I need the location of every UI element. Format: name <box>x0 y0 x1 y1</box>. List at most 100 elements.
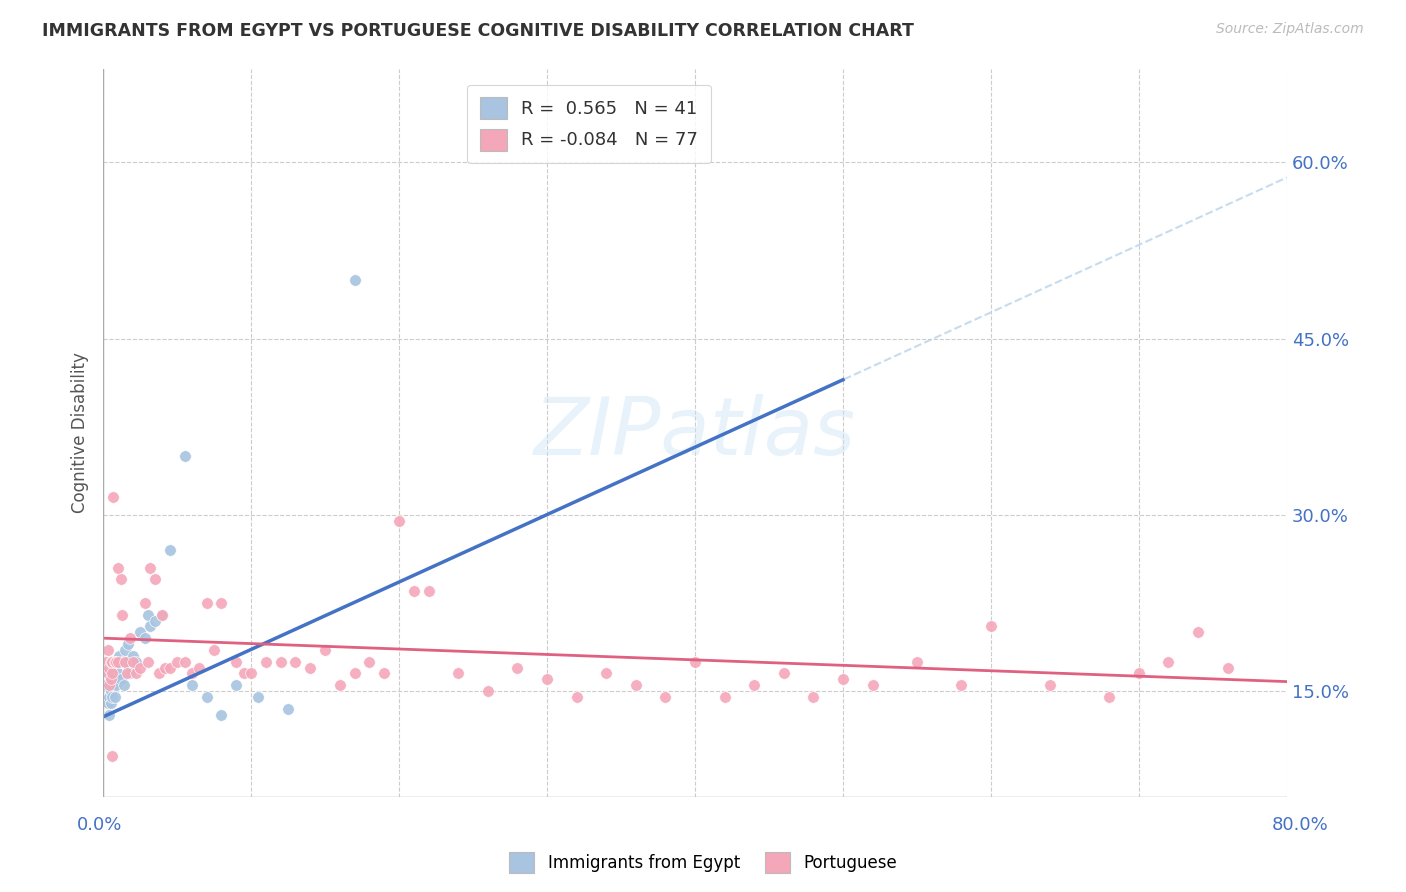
Point <box>103 660 125 674</box>
Point <box>101 666 124 681</box>
Point <box>139 619 162 633</box>
Point <box>299 660 322 674</box>
Point <box>104 673 127 687</box>
Point <box>713 690 735 704</box>
Point <box>832 673 855 687</box>
Point <box>97 696 120 710</box>
Point <box>112 678 135 692</box>
Point <box>129 660 152 674</box>
Point <box>143 614 166 628</box>
Point <box>129 625 152 640</box>
Point <box>114 655 136 669</box>
Point <box>97 666 120 681</box>
Point <box>1039 678 1062 692</box>
Point <box>100 684 122 698</box>
Point <box>980 619 1002 633</box>
Point <box>314 643 336 657</box>
Point <box>105 655 128 669</box>
Point <box>108 648 131 663</box>
Point <box>103 490 125 504</box>
Point <box>232 666 254 681</box>
Point <box>100 673 122 687</box>
Point <box>148 666 170 681</box>
Point <box>188 660 211 674</box>
Point <box>277 701 299 715</box>
Point <box>1157 655 1180 669</box>
Point <box>1128 666 1150 681</box>
Point <box>107 560 129 574</box>
Point <box>100 673 122 687</box>
Point <box>150 607 173 622</box>
Text: IMMIGRANTS FROM EGYPT VS PORTUGUESE COGNITIVE DISABILITY CORRELATION CHART: IMMIGRANTS FROM EGYPT VS PORTUGUESE COGN… <box>42 22 914 40</box>
Point <box>98 690 121 704</box>
Point <box>94 678 117 692</box>
Point <box>150 607 173 622</box>
Point <box>801 690 824 704</box>
Point <box>225 655 247 669</box>
Point <box>195 596 218 610</box>
Point <box>115 655 138 669</box>
Point <box>125 666 148 681</box>
Text: 80.0%: 80.0% <box>1272 816 1329 834</box>
Point <box>155 660 177 674</box>
Point <box>270 655 292 669</box>
Point <box>862 678 884 692</box>
Point <box>284 655 307 669</box>
Point <box>118 631 141 645</box>
Point <box>101 748 124 763</box>
Text: 0.0%: 0.0% <box>77 816 122 834</box>
Point <box>254 655 277 669</box>
Point <box>117 637 139 651</box>
Point <box>772 666 794 681</box>
Point <box>905 655 928 669</box>
Point <box>115 666 138 681</box>
Point <box>159 660 181 674</box>
Point <box>107 666 129 681</box>
Point <box>97 643 120 657</box>
Point <box>139 560 162 574</box>
Point <box>536 673 558 687</box>
Point <box>100 655 122 669</box>
Point <box>225 678 247 692</box>
Point <box>101 666 124 681</box>
Point <box>240 666 263 681</box>
Point <box>111 655 134 669</box>
Point <box>103 678 125 692</box>
Point <box>101 690 124 704</box>
Point <box>180 678 202 692</box>
Point <box>105 678 128 692</box>
Point <box>107 655 129 669</box>
Point <box>211 596 233 610</box>
Point <box>166 655 188 669</box>
Point <box>159 543 181 558</box>
Point <box>595 666 617 681</box>
Point <box>388 514 411 528</box>
Point <box>418 584 440 599</box>
Point <box>134 631 156 645</box>
Point <box>683 655 706 669</box>
Point <box>654 690 676 704</box>
Point <box>343 666 366 681</box>
Text: ZIPatlas: ZIPatlas <box>534 393 856 472</box>
Point <box>950 678 973 692</box>
Point <box>1216 660 1239 674</box>
Point <box>125 655 148 669</box>
Point <box>343 273 366 287</box>
Point <box>98 678 121 692</box>
Point <box>114 643 136 657</box>
Point <box>101 655 124 669</box>
Point <box>202 643 225 657</box>
Point <box>110 673 132 687</box>
Point <box>373 666 395 681</box>
Point <box>329 678 352 692</box>
Point <box>477 684 499 698</box>
Point <box>143 573 166 587</box>
Point <box>173 449 195 463</box>
Point <box>118 666 141 681</box>
Point <box>136 607 159 622</box>
Point <box>98 660 121 674</box>
Point <box>742 678 765 692</box>
Point <box>211 707 233 722</box>
Point <box>134 596 156 610</box>
Point <box>104 655 127 669</box>
